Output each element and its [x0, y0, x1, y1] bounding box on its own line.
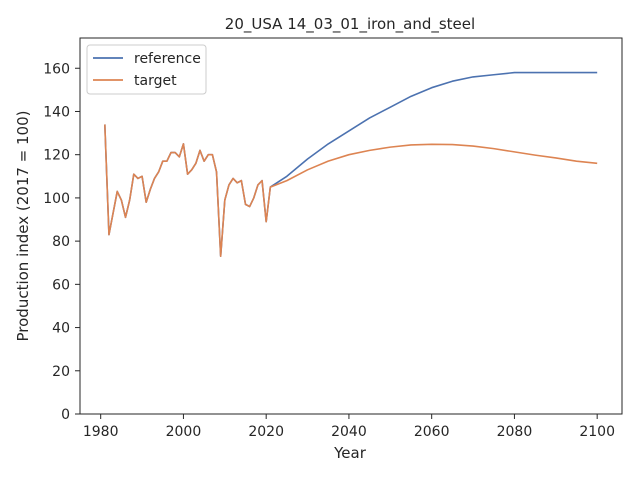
legend: reference target	[86, 44, 207, 95]
x-tick-label: 2020	[248, 424, 284, 440]
axes-frame	[79, 37, 623, 415]
x-tick-label: 2000	[166, 424, 202, 440]
y-tick-label: 60	[52, 277, 70, 293]
y-tick-label: 0	[61, 407, 70, 423]
legend-label-reference: reference	[134, 51, 201, 67]
x-tick-label: 2100	[579, 424, 615, 440]
y-tick-label: 20	[52, 364, 70, 380]
legend-label-target: target	[134, 73, 177, 89]
x-axis-label: Year	[333, 444, 367, 462]
y-tick-label: 120	[43, 148, 70, 164]
x-tick-label: 2080	[497, 424, 533, 440]
chart-title: 20_USA 14_03_01_iron_and_steel	[225, 15, 475, 34]
y-axis-label: Production index (2017 = 100)	[14, 111, 32, 342]
x-tick-label: 1980	[83, 424, 119, 440]
y-tick-label: 160	[43, 61, 70, 77]
y-tick-label: 100	[43, 191, 70, 207]
plot-area: 1980 2000 2020 2040 2060 2080 2100020406080100…	[43, 37, 623, 440]
y-tick-label: 80	[52, 234, 70, 250]
x-tick-label: 2040	[331, 424, 367, 440]
x-tick-label: 2060	[414, 424, 450, 440]
series-line-target	[104, 124, 598, 258]
y-tick-label: 40	[52, 321, 70, 337]
y-tick-label: 140	[43, 104, 70, 120]
